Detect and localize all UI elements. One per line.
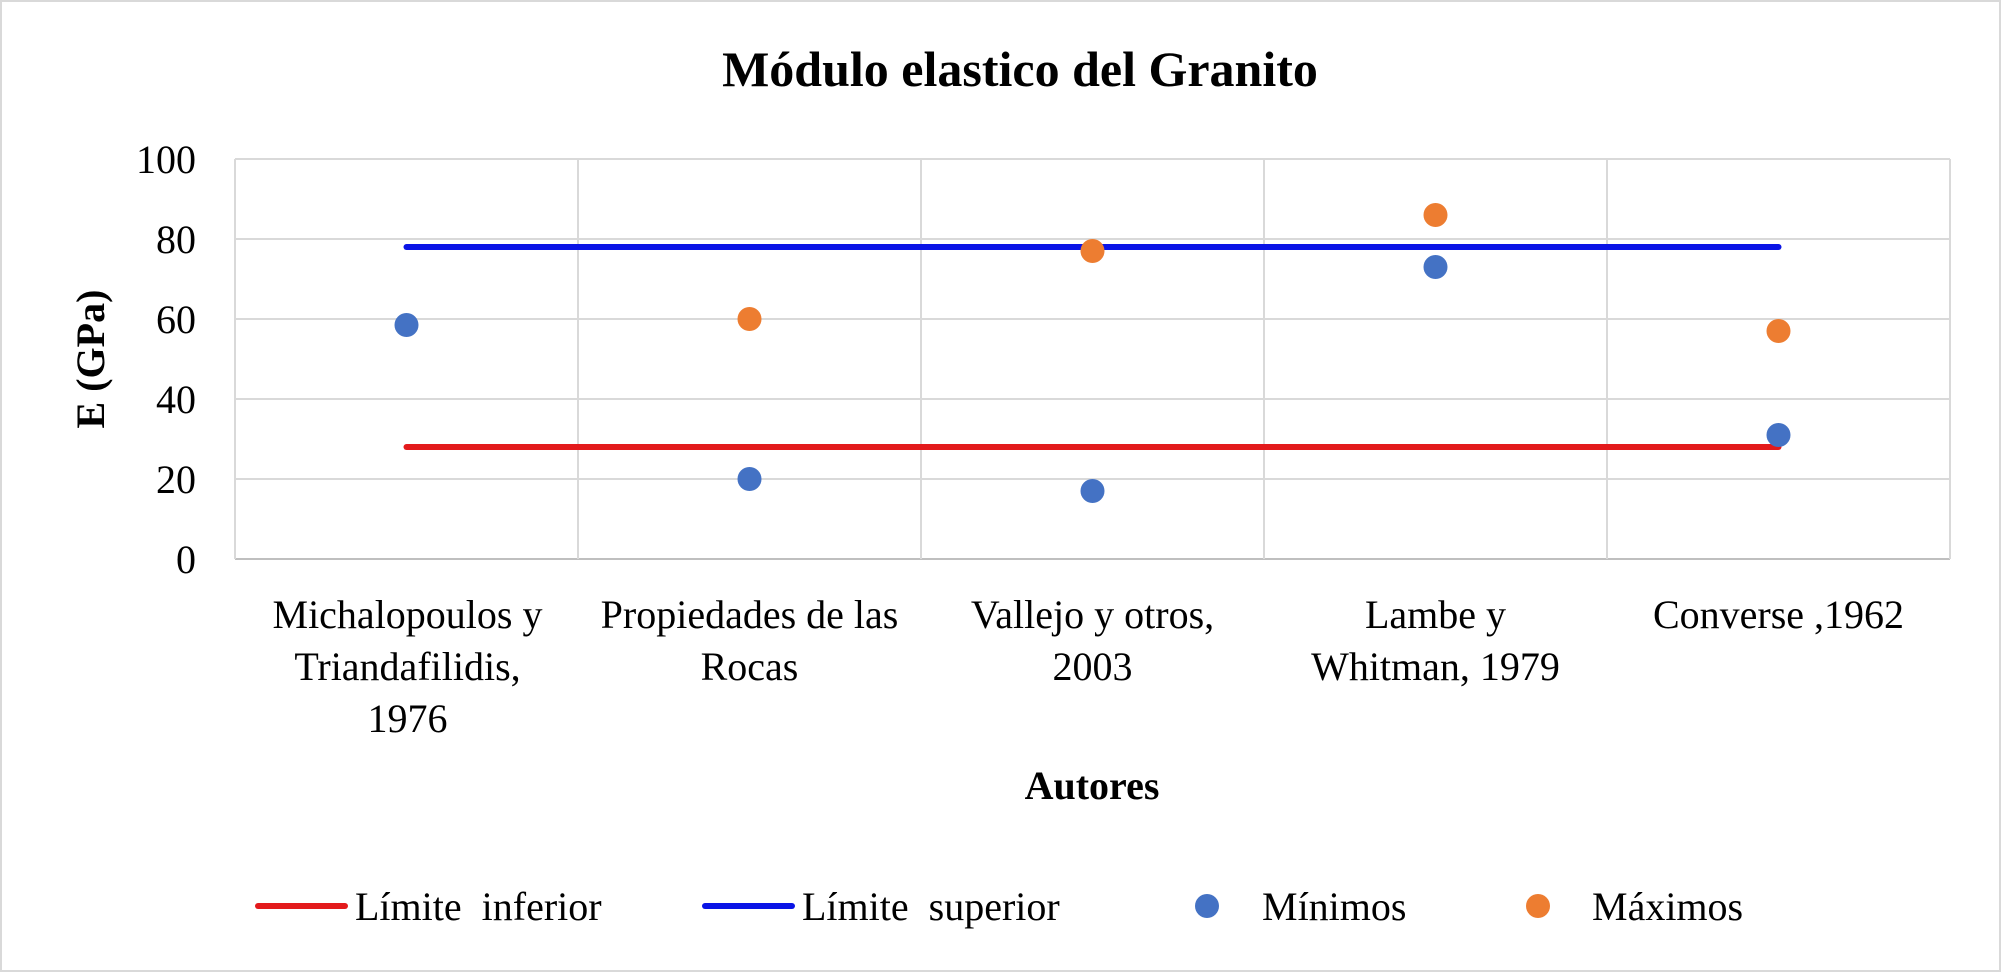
x-category-label: Rocas xyxy=(701,644,799,689)
legend-swatch xyxy=(1195,894,1219,918)
y-tick-label: 60 xyxy=(156,297,196,342)
data-point xyxy=(394,313,419,337)
data-point xyxy=(1423,255,1448,279)
legend: Límite inferior Límite superior Mínimos Máx… xyxy=(255,884,1743,929)
legend-label: Máximos xyxy=(1592,884,1743,929)
data-markers xyxy=(394,203,1791,503)
x-category-label: Michalopoulos y xyxy=(273,592,543,637)
data-point xyxy=(737,467,762,491)
chart-title: Módulo elastico del Granito xyxy=(722,41,1318,97)
data-point xyxy=(1080,239,1105,263)
x-category-label: Whitman, 1979 xyxy=(1311,644,1560,689)
legend-swatch xyxy=(1526,894,1550,918)
y-axis-title: E (GPa) xyxy=(68,290,113,429)
x-axis-title: Autores xyxy=(1025,763,1160,808)
limit-lines xyxy=(403,244,1782,450)
y-tick-label: 20 xyxy=(156,457,196,502)
x-axis-categories: Michalopoulos y Triandafilidis, 1976 Propie… xyxy=(273,592,1905,741)
x-category-label: Converse ,1962 xyxy=(1653,592,1904,637)
x-category-label: Triandafilidis, xyxy=(294,644,520,689)
y-tick-label: 0 xyxy=(176,537,196,582)
data-point xyxy=(1423,203,1448,227)
x-category-label: Vallejo y otros, xyxy=(971,592,1214,637)
x-category-label: 1976 xyxy=(368,696,448,741)
x-category-label: 2003 xyxy=(1053,644,1133,689)
data-point xyxy=(1766,319,1791,343)
data-point xyxy=(1080,479,1105,503)
legend-label: Límite inferior xyxy=(355,884,602,929)
legend-label: Límite superior xyxy=(802,884,1060,929)
y-axis-ticks: 0 20 40 60 80 100 xyxy=(136,137,196,582)
y-tick-label: 40 xyxy=(156,377,196,422)
y-tick-label: 100 xyxy=(136,137,196,182)
x-category-label: Lambe y xyxy=(1365,592,1506,637)
x-category-label: Propiedades de las xyxy=(601,592,899,637)
data-point xyxy=(737,307,762,331)
legend-label: Mínimos xyxy=(1262,884,1406,929)
data-point xyxy=(1766,423,1791,447)
y-tick-label: 80 xyxy=(156,217,196,262)
